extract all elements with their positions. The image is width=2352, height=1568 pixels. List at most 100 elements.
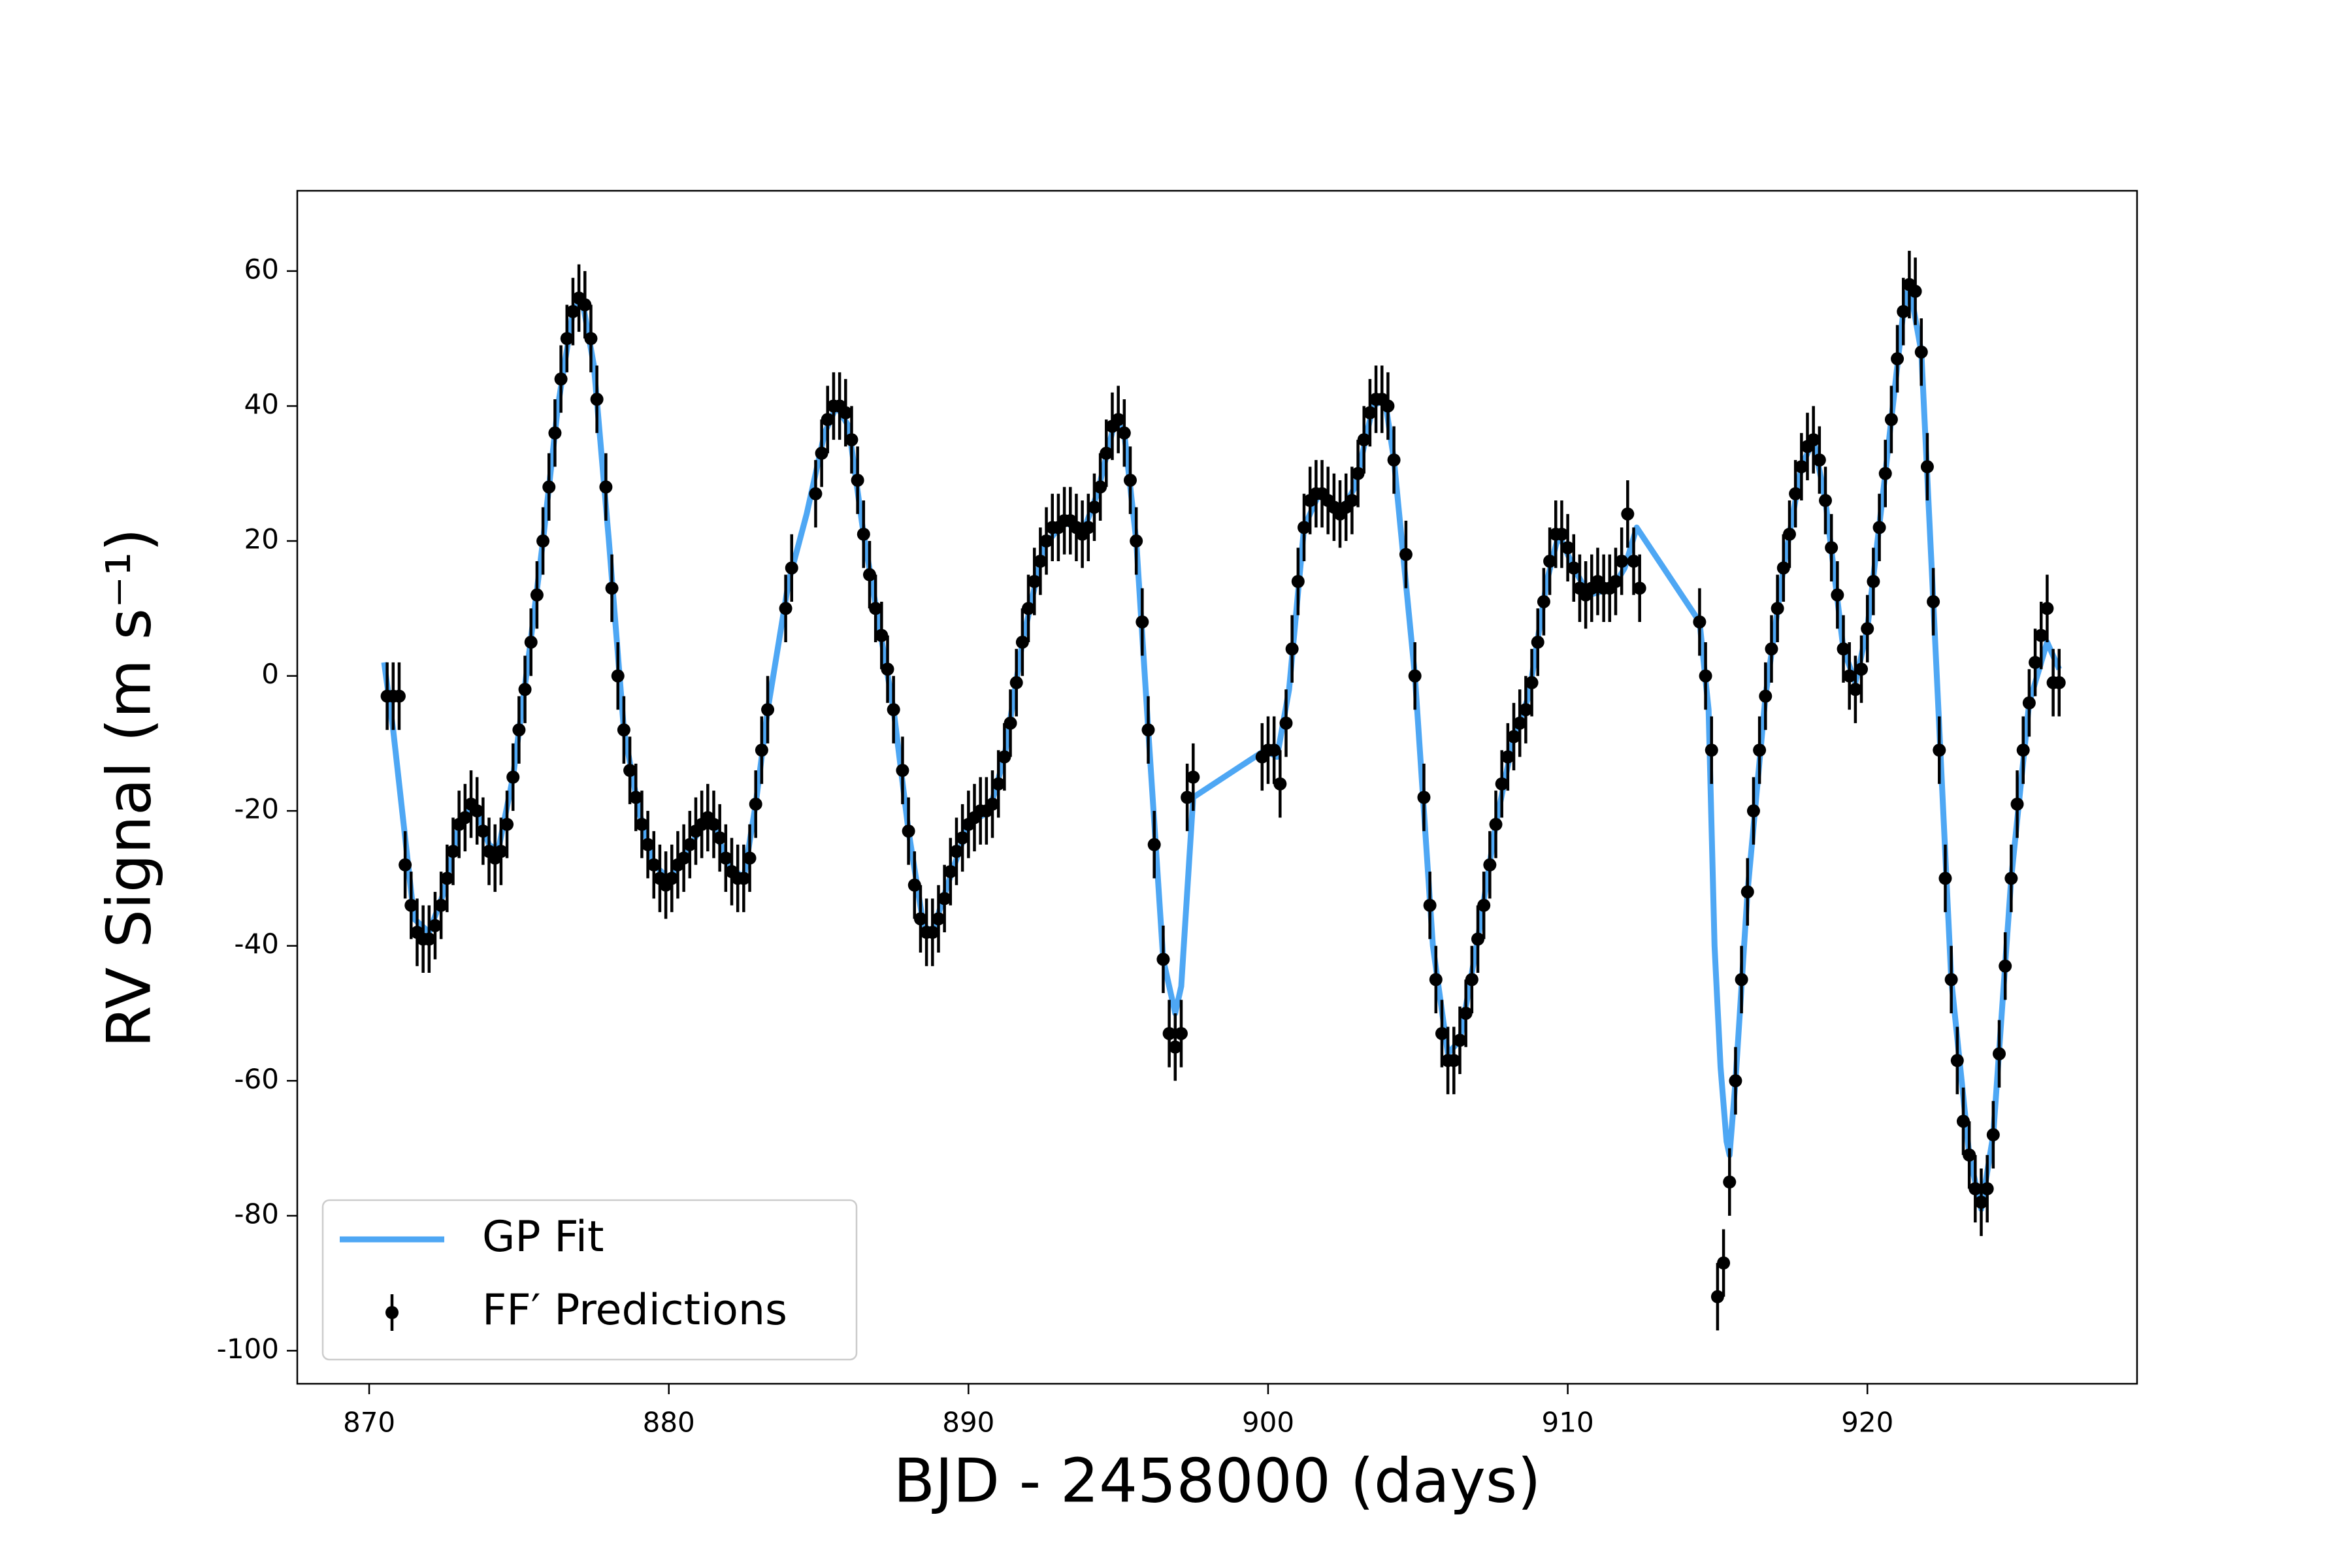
data-point [1555, 527, 1569, 541]
data-point [1039, 534, 1053, 548]
data-point [677, 851, 691, 865]
data-point [1963, 1148, 1976, 1162]
data-point [2040, 602, 2054, 615]
data-point [1746, 804, 1760, 818]
data-point [605, 581, 619, 595]
data-point [2010, 797, 2024, 811]
data-point [938, 892, 951, 906]
data-point [1181, 791, 1194, 804]
data-point [1174, 1026, 1188, 1040]
data-point [1884, 413, 1898, 427]
data-point [949, 845, 963, 858]
data-point [629, 791, 643, 804]
data-point [494, 845, 508, 858]
data-point [1980, 1182, 1994, 1196]
data-point [617, 723, 630, 737]
data-point [1399, 547, 1413, 561]
data-point [992, 777, 1005, 791]
data-point [1285, 642, 1299, 656]
data-point [584, 332, 598, 346]
data-point [536, 534, 550, 548]
data-point [1927, 595, 1940, 608]
data-point [1130, 534, 1143, 548]
data-point [1759, 689, 1772, 703]
data-point [1944, 973, 1958, 987]
data-point [902, 825, 915, 838]
data-point [755, 743, 768, 757]
data-point [1513, 716, 1527, 730]
data-point [1028, 574, 1041, 588]
legend-box [321, 1199, 858, 1361]
data-point [641, 838, 655, 851]
data-point [1848, 683, 1862, 696]
data-point [1387, 453, 1401, 467]
data-point [869, 602, 883, 615]
data-point [761, 703, 775, 717]
data-point [1094, 480, 1107, 494]
data-point [1765, 642, 1778, 656]
data-point [1986, 1128, 2000, 1141]
y-tick-label: 0 [261, 658, 279, 690]
data-point [1483, 858, 1497, 872]
data-point [956, 831, 970, 845]
x-tick-label: 870 [343, 1407, 395, 1439]
data-point [1753, 743, 1767, 757]
data-point [524, 635, 538, 649]
data-point [1914, 345, 1928, 359]
data-point [1435, 1026, 1448, 1040]
data-point [611, 669, 625, 683]
data-point [1795, 460, 1808, 474]
data-point [560, 332, 574, 346]
data-point [1776, 561, 1790, 575]
data-point [440, 872, 454, 885]
data-point [1993, 1047, 2006, 1060]
data-point [1789, 487, 1803, 500]
y-tick-label: 20 [244, 523, 279, 555]
data-point [1908, 284, 1922, 298]
data-point [1501, 750, 1514, 764]
data-point [422, 932, 436, 946]
data-point [749, 797, 762, 811]
data-point [548, 426, 562, 440]
x-tick-label: 910 [1542, 1407, 1594, 1439]
data-point [1009, 676, 1023, 689]
data-point [2029, 655, 2042, 669]
data-point [1351, 466, 1365, 480]
x-tick-label: 890 [942, 1407, 994, 1439]
data-point [1609, 574, 1622, 588]
data-point [1806, 433, 1820, 447]
data-point [1471, 932, 1485, 946]
data-point [896, 764, 909, 777]
data-point [707, 817, 721, 831]
data-point [1812, 453, 1826, 467]
data-point [647, 858, 661, 872]
data-point [1100, 446, 1113, 460]
data-point [1459, 1006, 1473, 1020]
data-point [1004, 716, 1017, 730]
data-point [1279, 716, 1293, 730]
data-point [500, 817, 514, 831]
data-point [815, 446, 828, 460]
data-point [1693, 615, 1707, 629]
data-point [1933, 743, 1946, 757]
data-point [434, 898, 448, 912]
data-point [1123, 474, 1137, 487]
data-point [907, 878, 921, 892]
data-point [1621, 507, 1635, 521]
x-tick-label: 880 [643, 1407, 695, 1439]
plot-frame [296, 189, 2138, 1385]
data-point [1408, 669, 1422, 683]
data-point [530, 588, 544, 602]
data-point [1141, 723, 1155, 737]
legend-label: GP Fit [482, 1213, 604, 1262]
data-point [713, 831, 727, 845]
y-tick-label: -80 [234, 1198, 279, 1230]
data-point [2004, 872, 2018, 885]
data-point [1561, 541, 1575, 555]
data-point [1162, 1026, 1176, 1040]
data-point [1291, 574, 1305, 588]
data-point [1740, 885, 1754, 899]
data-point [1531, 635, 1544, 649]
data-point [779, 602, 792, 615]
